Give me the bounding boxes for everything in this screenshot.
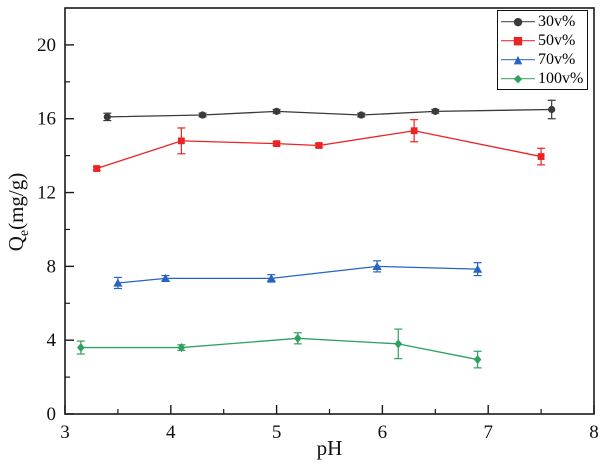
legend-entry-100v: ◆ 100v% <box>500 69 583 88</box>
series-30v <box>103 99 556 122</box>
data-point-50v-0 <box>93 165 101 172</box>
y-axis-label-subscript: e <box>17 229 33 237</box>
y-tick-label-0: 0 <box>47 404 57 425</box>
series-50v <box>92 119 546 172</box>
y-tick-label-20: 20 <box>37 35 56 56</box>
legend-entry-50v: ■ 50v% <box>500 31 583 50</box>
data-point-50v-1 <box>177 137 185 145</box>
y-tick-label-12: 12 <box>37 183 56 204</box>
data-point-100v-2 <box>293 333 302 343</box>
data-point-100v-0 <box>77 342 85 353</box>
legend-label-50v: 50v% <box>538 31 576 49</box>
legend-label-70v: 70v% <box>538 50 576 68</box>
x-tick-label-8: 8 <box>589 422 599 443</box>
series-70v <box>113 260 483 290</box>
legend-entry-70v: ▲ 70v% <box>500 50 583 69</box>
data-point-70v-1 <box>160 273 171 282</box>
series-line-100v <box>80 337 478 361</box>
x-tick-label-7: 7 <box>483 422 493 443</box>
data-point-30v-1 <box>198 111 207 119</box>
data-point-50v-2 <box>273 140 280 148</box>
x-tick-label-6: 6 <box>378 422 388 443</box>
data-point-70v-2 <box>266 273 276 282</box>
data-point-100v-4 <box>473 354 482 365</box>
data-point-70v-0 <box>113 278 123 287</box>
data-point-100v-1 <box>177 342 186 353</box>
y-tick-label-16: 16 <box>37 109 56 130</box>
x-tick-label-3: 3 <box>60 422 70 443</box>
y-axis-label-units: (mg/g) <box>4 172 28 230</box>
data-point-50v-4 <box>410 127 418 135</box>
data-point-30v-3 <box>357 111 365 119</box>
legend-entry-30v: ● 30v% <box>500 12 583 31</box>
x-axis-label: pH <box>316 436 343 460</box>
y-axis-label: Qe(mg/g) <box>3 112 33 312</box>
series-100v <box>76 328 482 369</box>
x-tick-label-4: 4 <box>166 422 176 443</box>
data-point-30v-2 <box>273 107 281 115</box>
series-line-30v <box>107 108 552 118</box>
data-point-30v-4 <box>431 107 439 115</box>
data-point-50v-5 <box>537 153 545 160</box>
data-point-30v-0 <box>103 113 111 121</box>
legend-circle-marker-30v: ● <box>500 12 536 31</box>
y-axis-label-base: Q <box>4 236 28 252</box>
legend-label-100v: 100v% <box>538 69 584 87</box>
y-tick-label-4: 4 <box>47 330 57 351</box>
data-point-30v-5 <box>548 105 556 114</box>
legend-diamond-marker-100v: ◆ <box>500 69 536 88</box>
legend-label-30v: 30v% <box>538 12 576 30</box>
legend-square-marker-50v: ■ <box>500 31 536 50</box>
data-point-100v-3 <box>394 339 403 349</box>
data-point-70v-4 <box>473 264 483 273</box>
legend: ● 30v% ■ 50v% ▲ 70v% ◆ 100v% <box>497 10 589 90</box>
data-point-70v-3 <box>372 261 382 270</box>
data-point-50v-3 <box>315 142 323 149</box>
legend-triangle-up-marker-70v: ▲ <box>500 50 536 69</box>
x-tick-label-5: 5 <box>272 422 282 443</box>
series-line-50v <box>96 130 542 170</box>
series-line-70v <box>117 265 478 284</box>
y-tick-label-8: 8 <box>47 256 57 277</box>
